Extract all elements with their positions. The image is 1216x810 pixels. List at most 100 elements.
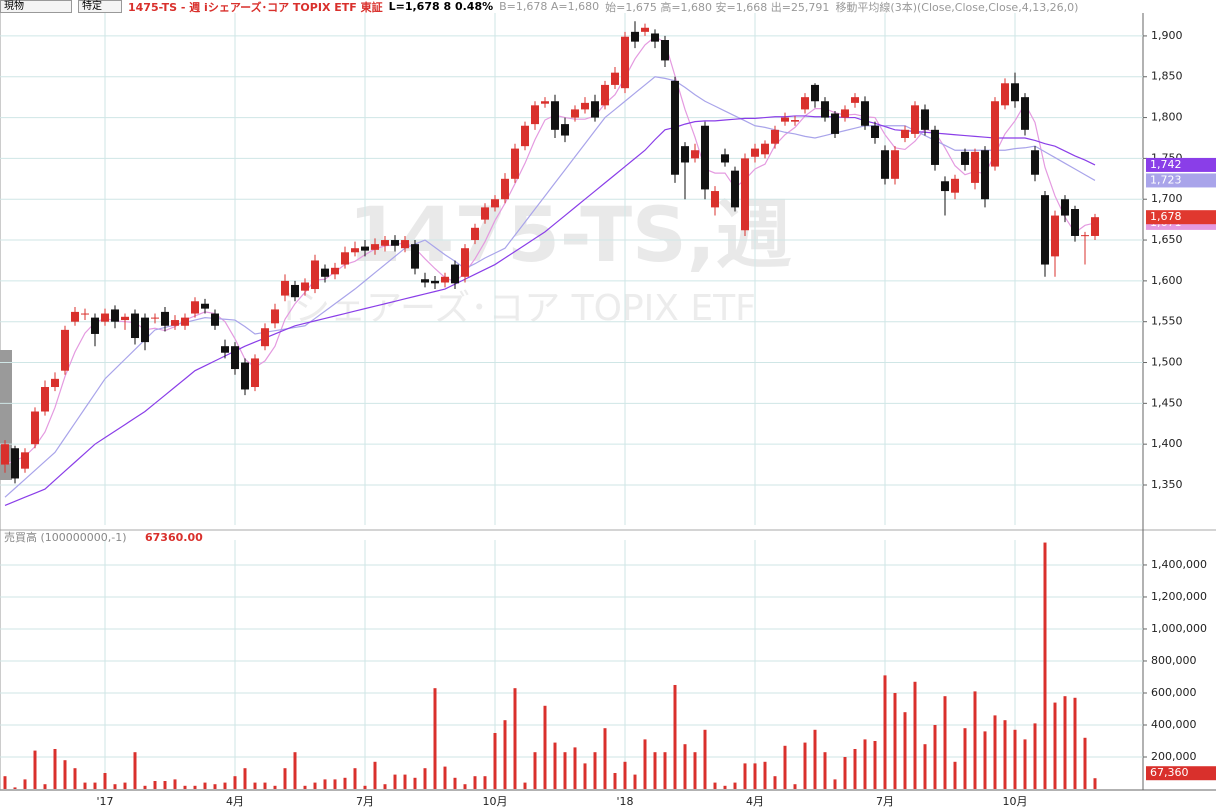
panel-title: 売買高 (100000000,-1) (4, 530, 127, 544)
candle-body (291, 284, 299, 298)
volume-bar (543, 705, 547, 789)
candle-body (81, 313, 89, 315)
volume-bar (583, 763, 587, 789)
y-tick-label: 1,350 (1151, 478, 1183, 491)
volume-bar (223, 782, 227, 789)
volume-bar (1033, 723, 1037, 789)
volume-bar (213, 784, 217, 789)
candle-body (1041, 195, 1049, 265)
y-tick-label: 200,000 (1151, 750, 1197, 763)
volume-bar (1063, 696, 1067, 789)
candle-body (981, 150, 989, 200)
volume-bar (173, 779, 177, 789)
candle-body (431, 280, 439, 284)
volume-bar (473, 776, 477, 789)
candle-body (1091, 217, 1099, 236)
x-tick-label: 10月 (483, 795, 508, 808)
candle-body (1001, 83, 1009, 106)
price-tag (1146, 173, 1216, 188)
candle-body (851, 97, 859, 103)
volume-bar (423, 768, 427, 789)
volume-bar (813, 729, 817, 789)
candle-body (91, 317, 99, 334)
candle-body (311, 260, 319, 290)
y-tick-label: 1,400 (1151, 437, 1183, 450)
candle-body (211, 313, 219, 326)
volume-bar (233, 776, 237, 789)
volume-bar (833, 779, 837, 789)
candle-body (591, 101, 599, 118)
candle-body (391, 240, 399, 246)
price-tag (1146, 157, 1216, 172)
volume-bar (733, 782, 737, 789)
price-tag (1146, 210, 1216, 225)
candle-body (951, 178, 959, 193)
candle-body (141, 317, 149, 343)
candle-body (891, 150, 899, 179)
x-tick-label: 10月 (1003, 795, 1028, 808)
candle-body (61, 329, 69, 371)
volume-bar (573, 747, 577, 789)
volume-bar (673, 684, 677, 789)
x-tick-label: '17 (96, 795, 113, 808)
candle-body (651, 33, 659, 42)
volume-bar (433, 688, 437, 789)
volume-bar (33, 750, 37, 789)
volume-bar (963, 728, 967, 789)
candle-body (201, 303, 209, 309)
candle-body (51, 378, 59, 388)
candle-body (321, 268, 329, 277)
volume-bar (73, 768, 77, 789)
candle-body (41, 387, 49, 412)
candle-body (771, 129, 779, 144)
candle-body (381, 240, 389, 246)
volume-bar (623, 761, 627, 789)
volume-bar (593, 752, 597, 789)
volume-bar (553, 742, 557, 789)
volume-bar (633, 774, 637, 789)
volume-bar (113, 784, 117, 789)
candle-body (541, 101, 549, 104)
volume-bar (43, 784, 47, 789)
y-tick-label: 400,000 (1151, 718, 1197, 731)
volume-bar (133, 752, 137, 789)
y-tick-label: 1,400,000 (1151, 558, 1207, 571)
volume-bar (13, 787, 17, 789)
candle-body (221, 346, 229, 353)
candle-body (491, 199, 499, 208)
volume-bar (913, 681, 917, 789)
candle-body (401, 240, 409, 249)
volume-bar (263, 782, 267, 789)
volume-bar (773, 776, 777, 789)
candle-body (351, 248, 359, 253)
candle-body (611, 72, 619, 85)
candle-body (811, 84, 819, 102)
volume-bar (893, 692, 897, 789)
tax-select[interactable]: 特定 (78, 0, 122, 13)
symbol: 1475-TS - 週 iシェアーズ･コア TOPIX ETF 東証 (128, 0, 383, 14)
volume-bar (303, 785, 307, 789)
candle-body (711, 191, 719, 208)
volume-bar (83, 782, 87, 789)
account-select[interactable]: 現物 (0, 0, 72, 13)
volume-bar (143, 785, 147, 789)
volume-bar (403, 774, 407, 789)
volume-bar (843, 756, 847, 789)
candle-body (781, 117, 789, 122)
volume-bar (1013, 729, 1017, 789)
volume-bar (23, 779, 27, 789)
candle-body (681, 146, 689, 163)
last-price: L=1,678 8 0.48% (388, 0, 494, 13)
volume-bar (193, 785, 197, 789)
volume-bar (753, 763, 757, 789)
candle-body (1031, 150, 1039, 175)
candle-body (151, 317, 159, 319)
volume-bar (343, 777, 347, 789)
volume-bar (3, 776, 7, 789)
x-tick-label: '18 (616, 795, 633, 808)
candle-body (1071, 209, 1079, 236)
volume-bar (783, 745, 787, 789)
candle-body (931, 129, 939, 165)
y-tick-label: 1,450 (1151, 396, 1183, 409)
